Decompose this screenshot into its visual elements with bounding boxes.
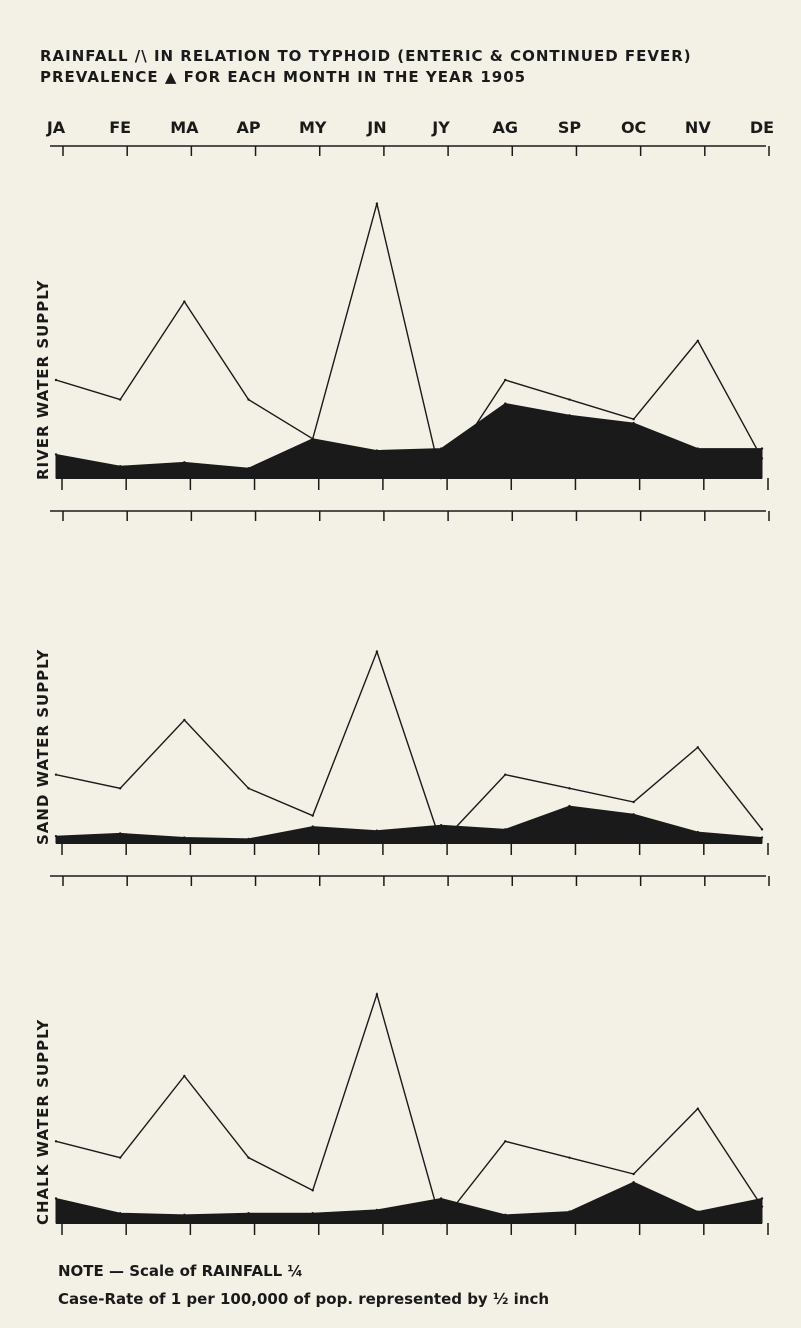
rainfall-point — [568, 787, 571, 790]
rainfall-point — [183, 1074, 186, 1078]
typhoid-area — [55, 805, 763, 844]
rainfall-point — [247, 398, 250, 401]
rainfall-point — [375, 202, 379, 205]
typhoid-point — [504, 828, 507, 831]
typhoid-point — [696, 1210, 700, 1213]
typhoid-point — [632, 1180, 635, 1184]
month-label: AG — [492, 118, 519, 137]
month-label: NV — [684, 118, 711, 137]
typhoid-point — [504, 1213, 507, 1217]
rainfall-point — [504, 773, 507, 776]
typhoid-point — [568, 804, 571, 808]
month-label: JY — [432, 118, 450, 137]
rainfall-point — [118, 1156, 122, 1159]
rainfall-point — [632, 800, 635, 804]
month-label: FE — [109, 118, 132, 137]
rainfall-line — [55, 203, 763, 480]
typhoid-point — [375, 449, 379, 452]
typhoid-point — [247, 467, 250, 470]
typhoid-point — [183, 836, 186, 839]
sand-water-chart — [50, 510, 770, 855]
rainfall-point — [568, 1156, 571, 1159]
typhoid-point — [760, 836, 764, 839]
rainfall-point — [54, 773, 58, 776]
rainfall-point — [311, 814, 314, 817]
rainfall-point — [183, 718, 186, 722]
rainfall-point — [568, 398, 571, 401]
typhoid-point — [118, 1212, 122, 1215]
month-label: DE — [749, 118, 775, 137]
rainfall-point — [375, 993, 379, 996]
rainfall-point — [311, 437, 314, 440]
rainfall-point — [375, 650, 379, 653]
typhoid-point — [696, 447, 700, 450]
month-label: OC — [620, 118, 647, 137]
rainfall-point — [696, 746, 700, 749]
typhoid-point — [118, 832, 122, 835]
river-water-label: RIVER WATER SUPPLY — [34, 279, 52, 480]
scale-note: NOTE — Scale of RAINFALL ¼ — [58, 1262, 303, 1280]
typhoid-point — [183, 461, 186, 464]
rainfall-point — [632, 418, 635, 421]
rainfall-point — [760, 828, 764, 831]
rainfall-point — [183, 300, 186, 303]
typhoid-point — [568, 414, 571, 417]
rainfall-point — [118, 398, 122, 401]
case-rate-note: Case-Rate of 1 per 100,000 of pop. repre… — [58, 1290, 550, 1308]
rainfall-point — [760, 457, 764, 460]
rainfall-point — [311, 1189, 314, 1192]
month-label: MA — [170, 118, 199, 137]
typhoid-point — [118, 465, 122, 468]
typhoid-area — [55, 1181, 763, 1224]
rainfall-point — [118, 787, 122, 790]
rainfall-point — [54, 378, 58, 382]
month-label: JN — [367, 118, 387, 137]
typhoid-point — [311, 825, 314, 828]
typhoid-point — [183, 1213, 186, 1217]
typhoid-point — [760, 447, 764, 450]
rainfall-point — [54, 1140, 58, 1143]
month-label: AP — [236, 118, 261, 137]
river-water-chart — [50, 145, 770, 490]
rainfall-point — [247, 1156, 250, 1159]
typhoid-point — [247, 837, 250, 841]
sand-water-label: SAND WATER SUPPLY — [34, 648, 52, 845]
typhoid-point — [375, 1208, 379, 1212]
typhoid-point — [760, 1197, 764, 1200]
rainfall-point — [696, 1107, 700, 1110]
typhoid-point — [568, 1210, 571, 1213]
typhoid-area — [55, 402, 763, 479]
rainfall-point — [504, 378, 507, 382]
rainfall-line — [55, 991, 763, 1225]
typhoid-point — [632, 813, 635, 816]
typhoid-point — [632, 421, 635, 425]
rainfall-line — [55, 649, 763, 845]
rainfall-point — [632, 1172, 635, 1176]
typhoid-point — [504, 402, 507, 405]
typhoid-point — [54, 453, 58, 456]
chart-title: Rainfall /\ in relation to typhoid (ente… — [40, 47, 692, 86]
month-label: JA — [46, 118, 66, 137]
rainfall-point — [696, 339, 700, 342]
chalk-water-label: CHALK WATER SUPPLY — [34, 1018, 52, 1225]
month-label: MY — [298, 118, 327, 137]
month-axis: JA FE MA AP MY JN JY AG SP OC NV DE — [0, 118, 801, 138]
rainfall-point — [247, 787, 250, 790]
typhoid-point — [54, 834, 58, 838]
month-label: SP — [557, 118, 582, 137]
typhoid-point — [439, 1197, 443, 1200]
typhoid-point — [439, 447, 443, 450]
typhoid-point — [696, 830, 700, 834]
typhoid-point — [247, 1212, 250, 1215]
typhoid-point — [439, 824, 443, 827]
rainfall-point — [504, 1140, 507, 1143]
typhoid-point — [375, 829, 379, 832]
chalk-water-chart — [50, 875, 770, 1235]
rainfall-point — [760, 1205, 764, 1208]
typhoid-point — [311, 1212, 314, 1215]
typhoid-point — [54, 1197, 58, 1200]
